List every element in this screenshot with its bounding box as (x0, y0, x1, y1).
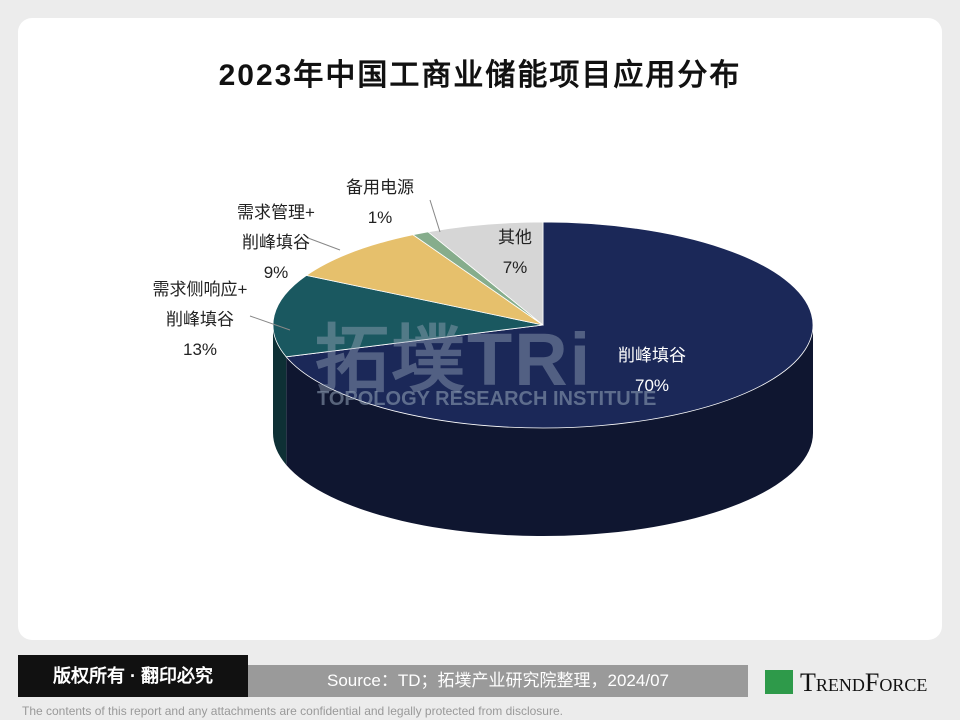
category-label: 需求管理+ 削峰填谷 (237, 203, 315, 252)
slice (272, 274, 544, 358)
disclaimer: The contents of this report and any atta… (22, 704, 563, 718)
slice (427, 221, 544, 326)
slice (285, 221, 814, 429)
slice (305, 234, 544, 326)
leader-line (249, 315, 291, 331)
brand: TrendForce (800, 668, 928, 697)
category-label: 备用电源 (346, 178, 414, 197)
slice-side (273, 325, 287, 465)
slice-side (286, 325, 814, 537)
brand-logo (765, 670, 793, 694)
value-label: 70% (634, 376, 670, 395)
watermark-name: TOPOLOGY RESEARCH INSTITUTE (317, 388, 657, 410)
category-label: 削峰填谷 (618, 346, 686, 365)
copyright: 版权所有 · 翻印必究 (18, 655, 248, 697)
chart-title: 2023年中国工商业储能项目应用分布 (218, 59, 742, 92)
leader-line (429, 199, 441, 233)
category-label: 其他 (498, 228, 532, 247)
watermark-logo: 拓墣TRi (315, 318, 593, 401)
value-label: 1% (367, 208, 393, 227)
value-label: 7% (502, 258, 528, 277)
value-label: 9% (263, 263, 289, 282)
leader-line (307, 237, 341, 251)
source: Source：TD；拓墣产业研究院整理，2024/07 (327, 671, 669, 690)
value-label: 13% (182, 340, 218, 359)
category-label: 需求侧响应+ 削峰填谷 (152, 280, 248, 329)
source-band (248, 665, 748, 697)
